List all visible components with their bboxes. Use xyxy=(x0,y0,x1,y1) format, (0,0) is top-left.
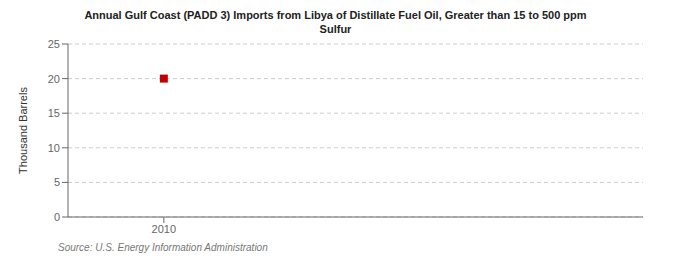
svg-text:20: 20 xyxy=(48,73,60,85)
svg-text:5: 5 xyxy=(54,176,60,188)
svg-text:25: 25 xyxy=(48,38,60,50)
html-text:Source: U.S. Energy Informatio: Source: U.S. Energy Information Administ… xyxy=(58,242,268,253)
svg-text:15: 15 xyxy=(48,107,60,119)
html-text:Annual Gulf Coast (PADD 3) Imp: Annual Gulf Coast (PADD 3) Imports from … xyxy=(84,9,587,21)
svg-text:2010: 2010 xyxy=(152,223,176,235)
html-text:Sulfur: Sulfur xyxy=(319,23,352,35)
svg-text:Thousand Barrels: Thousand Barrels xyxy=(17,87,29,174)
svg-text:10: 10 xyxy=(48,142,60,154)
svg-text:0: 0 xyxy=(54,211,60,223)
